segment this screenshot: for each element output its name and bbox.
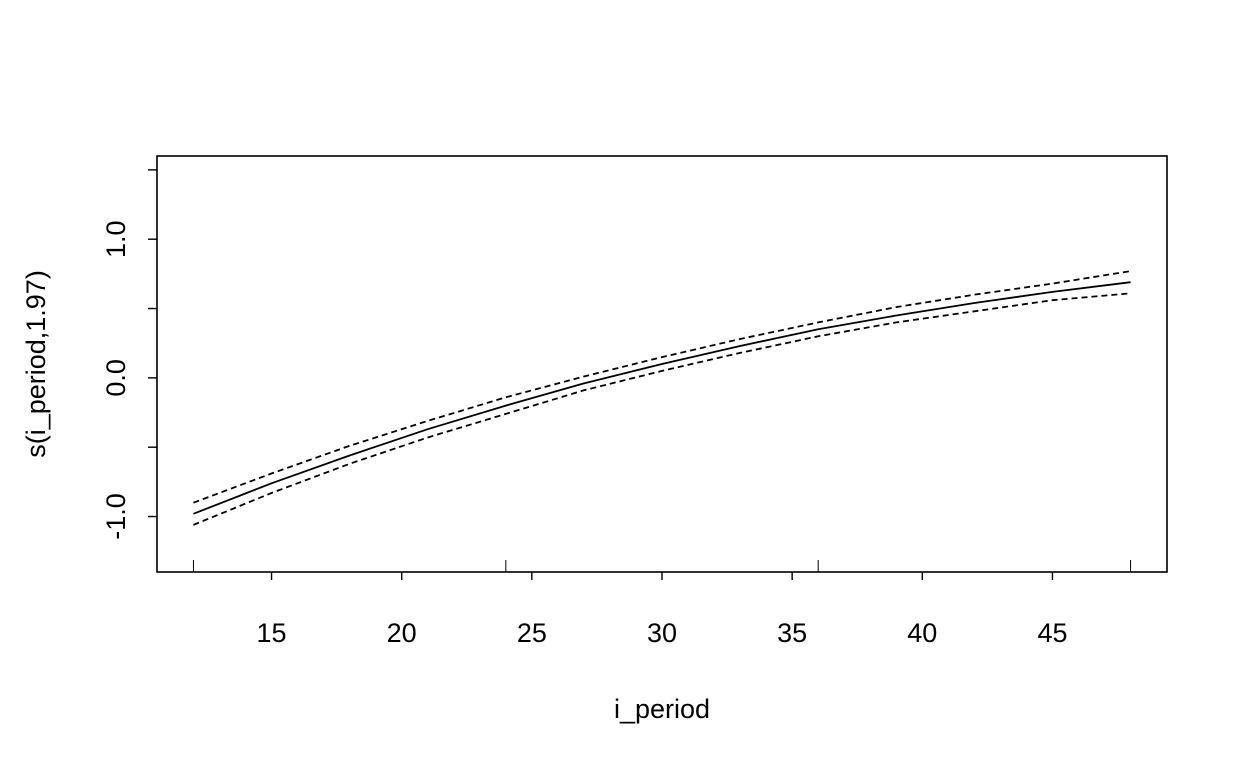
y-axis: -1.0 0.0 1.0 <box>101 169 157 540</box>
lower-band-line <box>193 292 1131 526</box>
x-tick-label: 35 <box>777 618 807 648</box>
x-axis: 15 20 25 30 35 40 45 <box>257 572 1067 648</box>
x-axis-label: i_period <box>614 694 710 724</box>
y-tick-label: -1.0 <box>101 493 131 540</box>
rug-marks <box>192 560 1132 572</box>
smooth-estimate-line <box>193 281 1131 515</box>
series-lines <box>193 270 1131 526</box>
upper-band-line <box>193 270 1131 504</box>
x-tick-label: 15 <box>257 618 287 648</box>
y-tick-label: 0.0 <box>101 359 131 397</box>
x-tick-label: 25 <box>517 618 547 648</box>
x-tick-label: 20 <box>387 618 417 648</box>
y-tick-label: 1.0 <box>101 220 131 258</box>
y-axis-label: s(i_period,1.97) <box>21 270 51 458</box>
x-tick-label: 40 <box>907 618 937 648</box>
x-tick-label: 30 <box>647 618 677 648</box>
x-tick-label: 45 <box>1037 618 1067 648</box>
